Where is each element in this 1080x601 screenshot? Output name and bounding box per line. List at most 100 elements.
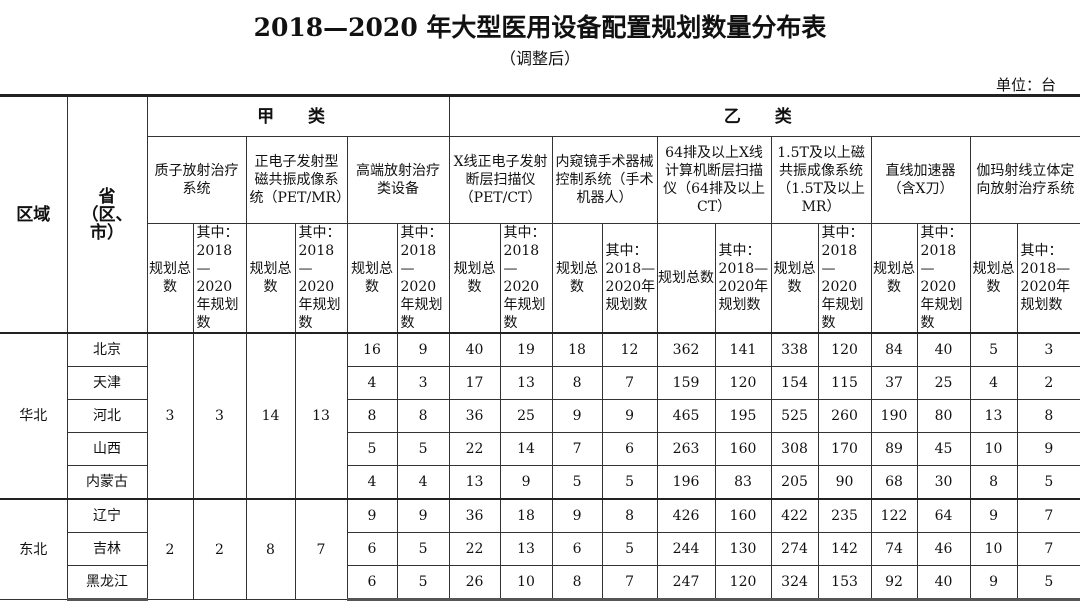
table-row: 东北 辽宁 2 2 8 7 9 9 36 18 9 8 426 160 422 235 122 64 9 7 [0,498,1080,600]
value-cell: 22 [448,432,501,466]
device-header: 1.5T及以上磁共振成像系统（1.5T及以上 MR） [770,136,872,224]
value-cell: 68 [870,465,918,500]
value-cell: 7 [551,432,603,466]
value-cell: 170 [817,432,872,466]
value-cell: 122 [870,498,918,533]
planned-2018-2020-header: 其中：2018—2020年规划数 [1016,223,1080,334]
table-row: 华北 北京 3 3 14 13 16 9 40 19 18 12 362 141 338 120 84 40 5 3 [0,332,1080,500]
region-header: 区域 [0,94,68,334]
device-header: 质子放射治疗系统 [147,136,247,224]
total-planned-header: 规划总数 [551,223,603,334]
value-cell: 40 [448,332,501,367]
value-cell: 362 [656,332,716,367]
value-cell: 80 [916,399,971,433]
value-cell: 5 [396,532,450,566]
value-cell: 36 [448,498,501,533]
total-planned-header: 规划总数 [448,223,501,334]
value-cell: 25 [916,366,971,400]
value-cell: 6 [601,432,658,466]
value-cell: 7 [1016,532,1080,566]
device-header: 伽玛射线立体定向放射治疗系统 [969,136,1080,224]
planned-2018-2020-header: 其中：2018—2020年规划数 [192,223,247,334]
value-cell: 10 [969,432,1018,466]
value-cell: 338 [770,332,819,367]
value-cell: 36 [448,399,501,433]
device-header: 高端放射治疗类设备 [346,136,450,224]
planned-2018-2020-header: 其中：2018—2020年规划数 [817,223,872,334]
value-cell: 190 [870,399,918,433]
value-cell: 9 [499,465,553,500]
value-cell: 13 [499,532,553,566]
merged-value: 14 [245,332,296,500]
value-cell: 120 [714,366,772,400]
merged-value: 3 [192,332,247,500]
value-cell: 9 [601,399,658,433]
value-cell: 196 [656,465,716,500]
total-planned-header: 规划总数 [656,223,716,334]
value-cell: 74 [870,532,918,566]
value-cell: 5 [969,332,1018,367]
province-name: 北京 [66,332,148,367]
value-cell: 5 [396,565,450,601]
value-cell: 30 [916,465,971,500]
value-cell: 5 [551,465,603,500]
device-header: 正电子发射型磁共振成像系统（PET/MR） [245,136,350,224]
table-row: 天津 4 3 17 13 8 7 159 120 154 115 37 25 4 2 [0,366,1080,400]
value-cell: 9 [969,498,1018,533]
value-cell: 324 [770,565,819,601]
value-cell: 141 [714,332,772,367]
value-cell: 3 [1016,332,1080,367]
value-cell: 16 [346,332,398,367]
value-cell: 13 [499,366,553,400]
device-header: 内窥镜手术器械控制系统（手术机器人） [551,136,658,224]
value-cell: 5 [1016,465,1080,500]
value-cell: 8 [969,465,1018,500]
value-cell: 120 [714,565,772,601]
equipment-table: 区域 省（区、市）甲 类乙 类质子放射治疗系统 正电子发射型磁共振成像系统（PET/… [0,94,1080,601]
value-cell: 5 [601,465,658,500]
value-cell: 205 [770,465,819,500]
total-planned-header: 规划总数 [346,223,398,334]
value-cell: 154 [770,366,819,400]
value-cell: 525 [770,399,819,433]
value-cell: 37 [870,366,918,400]
value-cell: 26 [448,565,501,601]
value-cell: 9 [1016,432,1080,466]
value-cell: 465 [656,399,716,433]
province-name: 黑龙江 [67,565,148,601]
merged-value: 13 [294,332,348,500]
value-cell: 5 [346,432,398,466]
value-cell: 9 [551,399,603,433]
value-cell: 92 [870,565,918,601]
value-cell: 263 [656,432,716,466]
province-name: 山西 [67,432,148,466]
value-cell: 9 [551,498,603,533]
value-cell: 422 [770,498,819,533]
value-cell: 130 [714,532,772,566]
value-cell: 18 [551,332,603,367]
value-cell: 115 [817,366,872,400]
total-planned-header: 规划总数 [245,223,296,334]
value-cell: 6 [551,532,603,566]
total-planned-header: 规划总数 [147,223,194,334]
value-cell: 4 [396,465,450,500]
planned-2018-2020-header: 其中：2018—2020年规划数 [714,223,772,334]
merged-value: 2 [146,498,194,600]
value-cell: 64 [916,498,971,533]
value-cell: 5 [601,532,658,566]
value-cell: 153 [817,565,872,601]
value-cell: 25 [499,399,553,433]
value-cell: 3 [396,366,450,400]
value-cell: 7 [601,366,658,400]
value-cell: 89 [870,432,918,466]
page-subtitle: （调整后） [499,49,580,68]
value-cell: 4 [346,366,398,400]
province-name: 天津 [67,366,148,400]
merged-value: 7 [294,498,348,600]
value-cell: 7 [601,565,658,601]
page-title: 2018—2020 年大型医用设备配置规划数量分布表 [253,13,827,42]
value-cell: 4 [969,366,1018,400]
planned-2018-2020-header: 其中：2018—2020年规划数 [396,223,450,334]
value-cell: 6 [346,532,398,566]
value-cell: 244 [656,532,716,566]
